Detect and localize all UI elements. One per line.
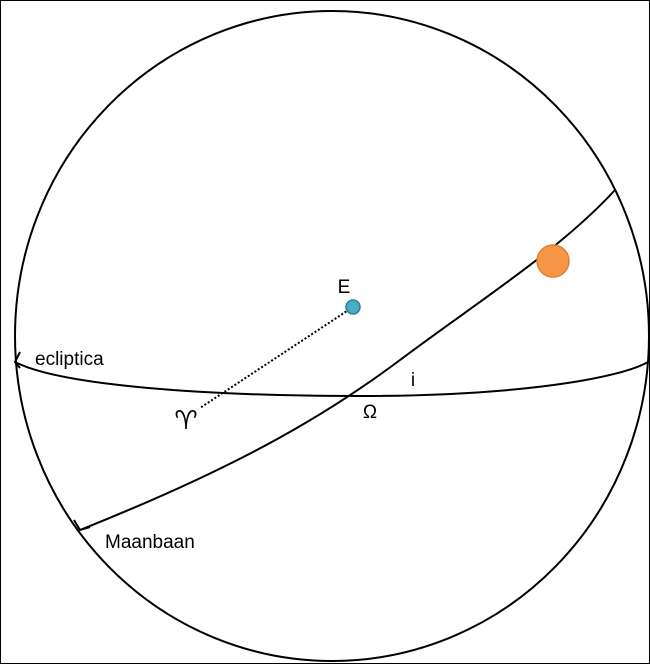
ecliptic-label: ecliptica bbox=[35, 349, 104, 370]
ecliptic-end bbox=[13, 351, 21, 369]
vernal-point-label: ♈ bbox=[174, 405, 197, 435]
ecliptic-curve bbox=[14, 361, 649, 398]
moon-orbit-end bbox=[73, 519, 91, 532]
celestial-sphere bbox=[14, 10, 650, 662]
moon-orbit-label: Maanbaan bbox=[105, 532, 195, 553]
earth-label: E bbox=[338, 277, 351, 298]
vernal-direction bbox=[199, 306, 354, 409]
moon bbox=[536, 244, 570, 278]
earth bbox=[345, 299, 361, 315]
inclination-label: i bbox=[411, 370, 415, 391]
node-label: Ω bbox=[363, 402, 377, 423]
